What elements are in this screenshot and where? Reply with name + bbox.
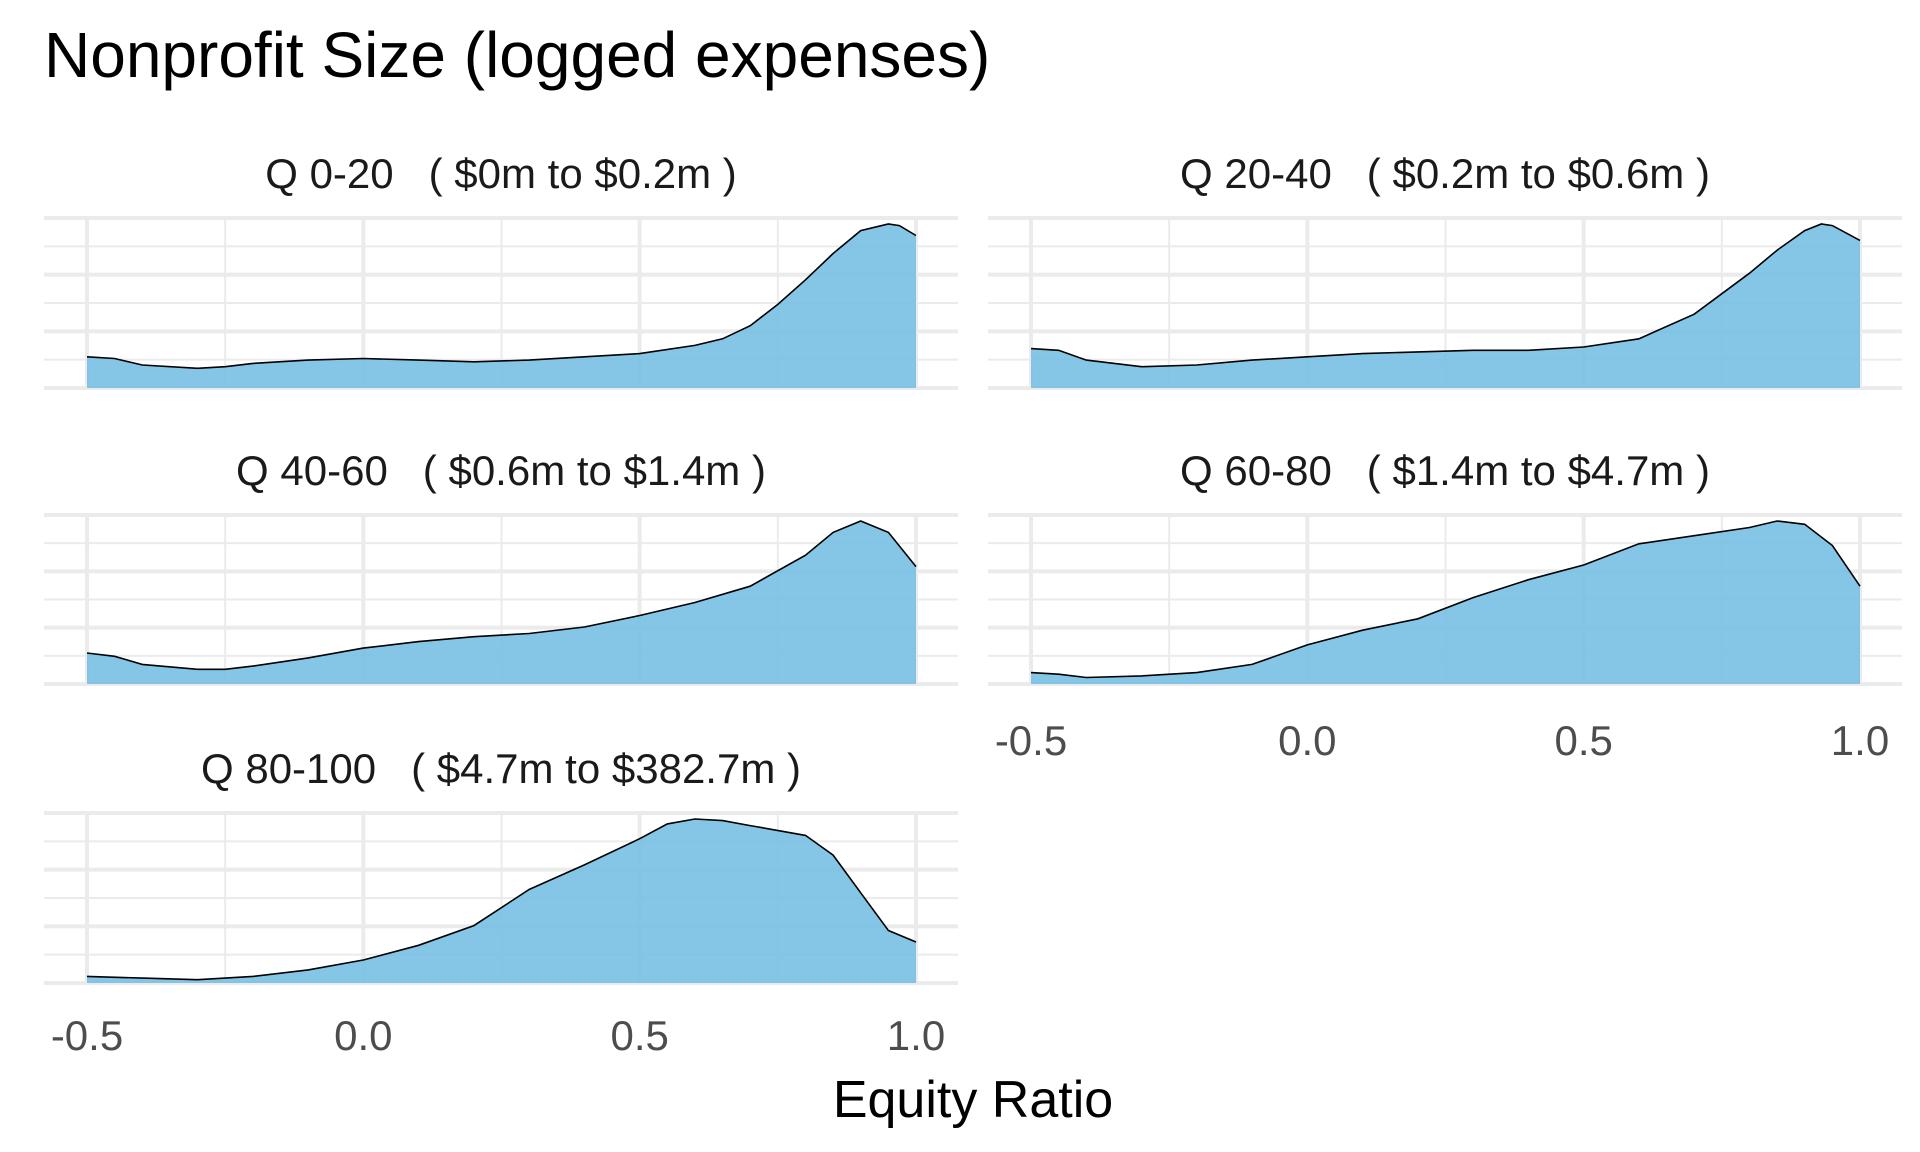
x-tick-label: 0.0 <box>334 1012 392 1059</box>
density-area <box>1031 224 1860 388</box>
facet-strip-label: Q 60-80 ( $1.4m to $4.7m ) <box>1180 447 1710 494</box>
x-tick-label: 0.5 <box>1554 717 1612 764</box>
panels-layer: Q 0-20 ( $0m to $0.2m ) Q 20-40 ( $0.2m t… <box>44 150 1902 1059</box>
facet-strip-label: Q 40-60 ( $0.6m to $1.4m ) <box>236 447 766 494</box>
facet-panel: Q 80-100 ( $4.7m to $382.7m ) -0.5 0.0 0.5 1… <box>44 745 958 1059</box>
density-area <box>87 224 916 388</box>
density-line <box>86 520 917 671</box>
x-tick-label: 0.0 <box>1278 717 1336 764</box>
facet-panel: Q 0-20 ( $0m to $0.2m ) <box>44 150 958 390</box>
x-tick-label: 0.5 <box>610 1012 668 1059</box>
facet-panel: Q 20-40 ( $0.2m to $0.6m ) <box>988 150 1902 390</box>
density-line <box>1030 520 1861 679</box>
x-tick-label: 1.0 <box>887 1012 945 1059</box>
facet-strip-label: Q 0-20 ( $0m to $0.2m ) <box>265 150 737 197</box>
chart-title: Nonprofit Size (logged expenses) <box>44 19 991 91</box>
density-line <box>1030 223 1861 368</box>
facet-strip-label: Q 80-100 ( $4.7m to $382.7m ) <box>201 745 801 792</box>
density-area <box>87 819 916 983</box>
facet-panel: Q 40-60 ( $0.6m to $1.4m ) <box>44 447 958 686</box>
facet-panel: Q 60-80 ( $1.4m to $4.7m ) -0.5 0.0 0.5 1.0 <box>988 447 1902 764</box>
facet-strip-label: Q 20-40 ( $0.2m to $0.6m ) <box>1180 150 1710 197</box>
density-line <box>86 223 917 370</box>
x-tick-label: -0.5 <box>51 1012 123 1059</box>
x-tick-label: -0.5 <box>995 717 1067 764</box>
density-area <box>1031 521 1860 684</box>
x-axis-label: Equity Ratio <box>833 1071 1113 1129</box>
x-tick-label: 1.0 <box>1831 717 1889 764</box>
density-area <box>87 521 916 684</box>
density-line <box>86 818 917 981</box>
